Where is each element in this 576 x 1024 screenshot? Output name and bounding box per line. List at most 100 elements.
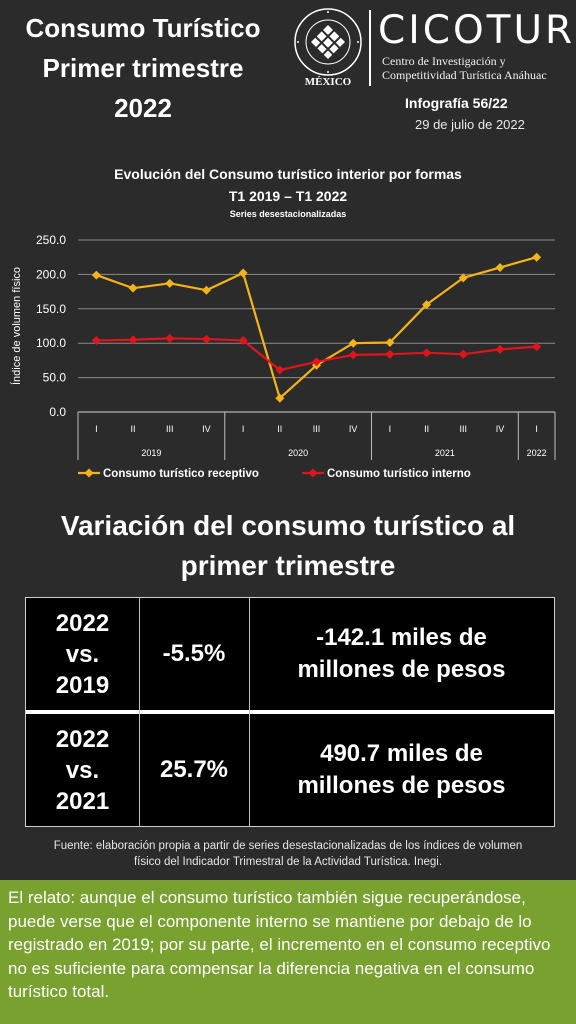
data-point [348,338,358,348]
data-point [348,350,358,360]
data-point [385,338,395,348]
y-tick-label: 150.0 [36,302,66,316]
data-point [91,270,101,280]
source-line: Fuente: elaboración propia a partir de s… [53,840,523,852]
comparison-line: 2022 [55,609,110,637]
quarter-label: I [389,424,392,434]
chart-note: Series desestacionalizadas [229,209,347,219]
quarter-label: I [535,424,538,434]
data-point [495,263,505,273]
comparison-line: vs. [65,756,100,784]
quarter-label: IV [496,424,505,434]
variation-table: 2022 vs. 2019 -5.5% -142.1 miles de mill… [25,597,555,827]
y-tick-label: 100.0 [36,336,66,350]
amount-line: -142.1 miles de [316,624,487,651]
source-line: físico del Indicador Trimestral de la Ac… [133,856,443,868]
row-divider [26,710,554,714]
section-title-line: Variación del consumo turístico al [60,510,516,541]
comparison-line: 2022 [55,725,110,753]
data-point [275,393,285,403]
data-point [532,342,542,352]
comparison-line: 2021 [55,787,110,815]
y-tick-label: 50.0 [43,371,67,385]
data-point [128,283,138,293]
seal-emblem-icon [294,8,362,76]
chart-subtitle: T1 2019 – T1 2022 [228,188,348,204]
column-divider [139,598,140,826]
amount-line: 490.7 miles de [320,740,483,767]
series-line-1 [95,256,537,400]
quarter-label: III [166,424,174,434]
percent-cell: 25.7% [159,756,229,783]
quarter-label: III [313,424,321,434]
story-text: El relato: aunque el consumo turístico t… [8,888,551,1001]
page-title: Consumo Turístico Primer trimestre 2022 [8,8,278,128]
quarter-label: I [95,424,98,434]
data-point [165,278,175,288]
legend-swatch-marker [84,468,94,478]
data-point [422,348,432,358]
seal-country: MÉXICO [304,76,352,88]
table-row: 2022 vs. 2021 25.7% 490.7 miles de millo… [26,714,554,826]
comparison-line: vs. [65,640,100,668]
data-point [458,349,468,359]
quarter-label: I [242,424,245,434]
data-point [238,268,248,278]
data-point [385,349,395,359]
quarter-label: IV [349,424,358,434]
year-label: 2021 [435,448,455,458]
data-point [532,252,542,262]
section-title-line: primer trimestre [180,550,396,581]
column-divider [249,598,250,826]
line-chart: Evolución del Consumo turístico interior… [0,160,576,490]
amount-cell: 490.7 miles de millones de pesos [249,714,554,826]
y-tick-label: 200.0 [36,267,66,281]
chart-canvas: 0.0 50.0 100.0 150.0 200.0 250.0 Índice de vol… [10,233,556,480]
amount-cell: -142.1 miles de millones de pesos [249,598,554,710]
legend-label: Consumo turístico interno [327,468,471,480]
header: Consumo Turístico Primer trimestre 2022 [0,0,576,140]
percent-cell: -5.5% [162,640,226,667]
quarter-label: II [424,424,429,434]
title-line: Primer trimestre [42,53,244,83]
header-divider [369,10,371,86]
data-point [91,335,101,345]
table-row: 2022 vs. 2019 -5.5% -142.1 miles de mill… [26,598,554,710]
comparison-cell: 2022 vs. 2021 [26,714,139,826]
quarter-label: II [277,424,282,434]
data-point [275,365,285,375]
data-point [422,300,432,310]
data-point [458,273,468,283]
data-point [165,333,175,343]
data-point [238,335,248,345]
source-note: Fuente: elaboración propia a partir de s… [10,838,566,870]
data-point [312,357,321,367]
brand-subtitle-line: Competitividad Turística Anáhuac [382,68,547,82]
y-tick-label: 250.0 [36,233,66,247]
brand-logo: CICOTUR [378,8,576,53]
story-box: El relato: aunque el consumo turístico t… [0,880,576,1024]
quarter-label: II [131,424,136,434]
legend-swatch-marker [308,468,318,478]
year-label: 2022 [527,448,547,458]
comparison-line: 2019 [55,671,110,699]
data-point [201,334,211,344]
brand-subtitle: Centro de Investigación y Competitividad… [382,54,547,82]
data-point [128,335,138,345]
title-line: 2022 [114,93,172,123]
year-label: 2020 [288,448,308,458]
legend-label: Consumo turístico receptivo [103,468,259,480]
data-point [201,285,211,295]
brand-subtitle-line: Centro de Investigación y [382,54,506,68]
chart-title: Evolución del Consumo turístico interior… [114,166,462,182]
section-title: Variación del consumo turístico al prime… [0,506,576,586]
year-label: 2019 [141,448,161,458]
amount-line: millones de pesos [297,772,506,799]
y-tick-label: 0.0 [49,405,66,419]
infografia-number: Infografía 56/22 [405,95,508,111]
y-axis-label: Índice de volumen físico [10,267,23,385]
title-line: Consumo Turístico [25,13,261,43]
publication-date: 29 de julio de 2022 [415,117,525,132]
university-seal-logo: MÉXICO [292,6,364,92]
quarter-label: III [460,424,468,434]
